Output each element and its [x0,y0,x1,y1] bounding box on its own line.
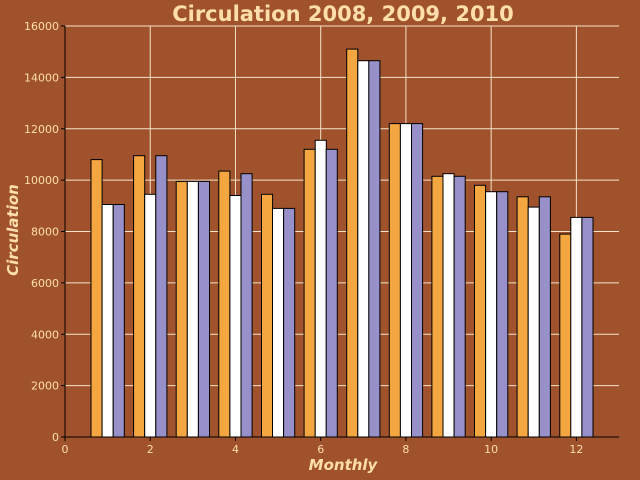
bar [538,196,551,438]
bar [516,196,529,438]
bar [485,191,498,438]
x-tick-label: 4 [232,443,239,456]
bar [155,155,168,438]
bars-layer [90,48,594,438]
bar [388,123,401,438]
bar [431,175,444,438]
x-axis-label: Monthly [309,456,379,474]
bar [303,148,316,438]
x-tick-label: 8 [402,443,409,456]
bar [442,173,455,438]
bar [112,204,125,438]
bar [411,123,424,438]
y-axis-label: Circulation [4,184,22,276]
bar [325,148,338,438]
x-tick-label: 0 [62,443,69,456]
x-tick-label: 12 [569,443,583,456]
y-tick-label: 14000 [24,71,59,84]
y-tick-label: 8000 [31,226,59,239]
axes-layer [61,25,619,441]
bar [218,170,231,438]
bar [283,207,296,438]
bar [240,173,253,438]
bar [496,191,509,438]
x-tick-label: 10 [484,443,498,456]
y-tick-label: 0 [52,431,59,444]
chart-title: Circulation 2008, 2009, 2010 [172,2,514,26]
y-tick-label: 10000 [24,174,59,187]
bar [474,184,487,438]
bar [133,155,146,438]
y-tick-label: 16000 [24,20,59,33]
x-tick-label: 2 [147,443,154,456]
bar [357,60,370,438]
bar [261,193,274,438]
bar [314,139,327,438]
bar [581,216,594,438]
y-tick-label: 12000 [24,123,59,136]
y-tick-label: 6000 [31,277,59,290]
bar [453,175,466,438]
bar [346,48,359,438]
bar [399,123,412,438]
bar [144,193,157,438]
ticks-layer: 0 2000 4000 6000 8000 10000 12000 14000 16000 0 2 4… [24,20,583,456]
bar [368,60,381,438]
bar [570,216,583,438]
bar [272,207,285,438]
bar [175,180,188,438]
bar [101,204,114,438]
x-tick-label: 6 [317,443,324,456]
y-tick-label: 4000 [31,328,59,341]
bar [90,159,103,438]
bar [527,206,540,438]
bar [559,233,572,438]
bar [186,180,199,438]
bar [229,195,242,438]
bar [197,180,210,438]
y-tick-label: 2000 [31,380,59,393]
